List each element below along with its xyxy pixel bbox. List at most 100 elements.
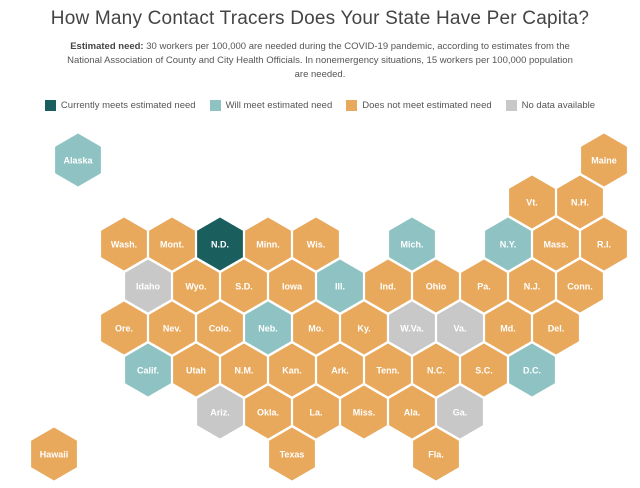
state-hex-minn[interactable]: Minn. <box>245 217 291 271</box>
state-hex-ariz[interactable]: Ariz. <box>197 385 243 439</box>
state-label: Iowa <box>282 281 303 291</box>
state-hex-shape <box>269 427 315 481</box>
state-hex-ala[interactable]: Ala. <box>389 385 435 439</box>
state-hex-n-m[interactable]: N.M. <box>221 343 267 397</box>
state-hex-nev[interactable]: Nev. <box>149 301 195 355</box>
state-hex-shape <box>317 343 363 397</box>
state-hex-md[interactable]: Md. <box>485 301 531 355</box>
state-hex-ky[interactable]: Ky. <box>341 301 387 355</box>
state-hex-calif[interactable]: Calif. <box>125 343 171 397</box>
state-label: Ky. <box>357 323 370 333</box>
state-label: Vt. <box>526 197 538 207</box>
state-hex-n-d[interactable]: N.D. <box>197 217 243 271</box>
state-label: Minn. <box>256 239 280 249</box>
state-hex-n-c[interactable]: N.C. <box>413 343 459 397</box>
state-label: Neb. <box>258 323 278 333</box>
state-hex-shape <box>485 217 531 271</box>
state-label: Kan. <box>282 365 302 375</box>
state-hex-pa[interactable]: Pa. <box>461 259 507 313</box>
state-label: S.C. <box>475 365 493 375</box>
state-hex-shape <box>581 217 627 271</box>
state-label: Ga. <box>453 407 468 417</box>
state-hex-ill[interactable]: Ill. <box>317 259 363 313</box>
state-hex-neb[interactable]: Neb. <box>245 301 291 355</box>
state-hex-shape <box>221 343 267 397</box>
state-label: Ore. <box>115 323 133 333</box>
state-hex-miss[interactable]: Miss. <box>341 385 387 439</box>
state-hex-la[interactable]: La. <box>293 385 339 439</box>
state-hex-ore[interactable]: Ore. <box>101 301 147 355</box>
state-label: Wash. <box>111 239 137 249</box>
legend-item-none: No data available <box>505 100 595 111</box>
subtitle-text: 30 workers per 100,000 are needed during… <box>67 41 573 80</box>
state-hex-shape <box>341 385 387 439</box>
state-hex-s-c[interactable]: S.C. <box>461 343 507 397</box>
state-hex-shape <box>197 385 243 439</box>
state-hex-shape <box>31 427 77 481</box>
state-hex-ark[interactable]: Ark. <box>317 343 363 397</box>
state-hex-mont[interactable]: Mont. <box>149 217 195 271</box>
state-label: N.C. <box>427 365 445 375</box>
state-hex-shape <box>293 385 339 439</box>
state-hex-ga[interactable]: Ga. <box>437 385 483 439</box>
state-hex-w-va[interactable]: W.Va. <box>389 301 435 355</box>
state-label: N.D. <box>211 239 229 249</box>
state-hex-fla[interactable]: Fla. <box>413 427 459 481</box>
state-hex-shape <box>269 259 315 313</box>
state-hex-mass[interactable]: Mass. <box>533 217 579 271</box>
state-hex-shape <box>533 217 579 271</box>
state-hex-shape <box>389 217 435 271</box>
state-label: Del. <box>548 323 565 333</box>
state-hex-shape <box>173 259 219 313</box>
state-hex-d-c[interactable]: D.C. <box>509 343 555 397</box>
state-hex-shape <box>101 217 147 271</box>
state-hex-ind[interactable]: Ind. <box>365 259 411 313</box>
legend-swatch-meets <box>44 100 56 111</box>
state-hex-colo[interactable]: Colo. <box>197 301 243 355</box>
state-hex-ohio[interactable]: Ohio <box>413 259 459 313</box>
state-hex-maine[interactable]: Maine <box>581 133 627 187</box>
state-hex-shape <box>197 301 243 355</box>
state-hex-s-d[interactable]: S.D. <box>221 259 267 313</box>
state-hex-alaska[interactable]: Alaska <box>55 133 101 187</box>
state-label: Mass. <box>543 239 568 249</box>
state-hex-iowa[interactable]: Iowa <box>269 259 315 313</box>
state-hex-wis[interactable]: Wis. <box>293 217 339 271</box>
state-hex-texas[interactable]: Texas <box>269 427 315 481</box>
state-hex-va[interactable]: Va. <box>437 301 483 355</box>
state-hex-vt[interactable]: Vt. <box>509 175 555 229</box>
legend-item-not: Does not meet estimated need <box>346 100 492 111</box>
state-hex-hawaii[interactable]: Hawaii <box>31 427 77 481</box>
state-hex-wyo[interactable]: Wyo. <box>173 259 219 313</box>
state-label: N.H. <box>571 197 589 207</box>
state-hex-shape <box>293 301 339 355</box>
legend-swatch-not <box>346 100 358 111</box>
state-label: Colo. <box>209 323 232 333</box>
state-hex-shape <box>413 427 459 481</box>
state-label: N.J. <box>524 281 541 291</box>
state-hex-okla[interactable]: Okla. <box>245 385 291 439</box>
state-hex-kan[interactable]: Kan. <box>269 343 315 397</box>
state-hex-del[interactable]: Del. <box>533 301 579 355</box>
state-hex-shape <box>221 259 267 313</box>
state-hex-shape <box>485 301 531 355</box>
state-hex-n-h[interactable]: N.H. <box>557 175 603 229</box>
state-hex-mo[interactable]: Mo. <box>293 301 339 355</box>
state-hex-n-y[interactable]: N.Y. <box>485 217 531 271</box>
legend-label-not: Does not meet estimated need <box>362 100 492 111</box>
state-label: Mo. <box>308 323 324 333</box>
state-hex-tenn[interactable]: Tenn. <box>365 343 411 397</box>
state-hex-shape <box>125 259 171 313</box>
state-hex-shape <box>557 259 603 313</box>
state-hex-idaho[interactable]: Idaho <box>125 259 171 313</box>
legend-label-will: Will meet estimated need <box>225 100 333 111</box>
state-label: Calif. <box>137 365 159 375</box>
state-hex-shape <box>437 301 483 355</box>
state-hex-n-j[interactable]: N.J. <box>509 259 555 313</box>
state-label: Texas <box>280 449 305 459</box>
state-hex-wash[interactable]: Wash. <box>101 217 147 271</box>
state-hex-conn[interactable]: Conn. <box>557 259 603 313</box>
state-hex-mich[interactable]: Mich. <box>389 217 435 271</box>
state-hex-utah[interactable]: Utah <box>173 343 219 397</box>
state-hex-r-i[interactable]: R.I. <box>581 217 627 271</box>
